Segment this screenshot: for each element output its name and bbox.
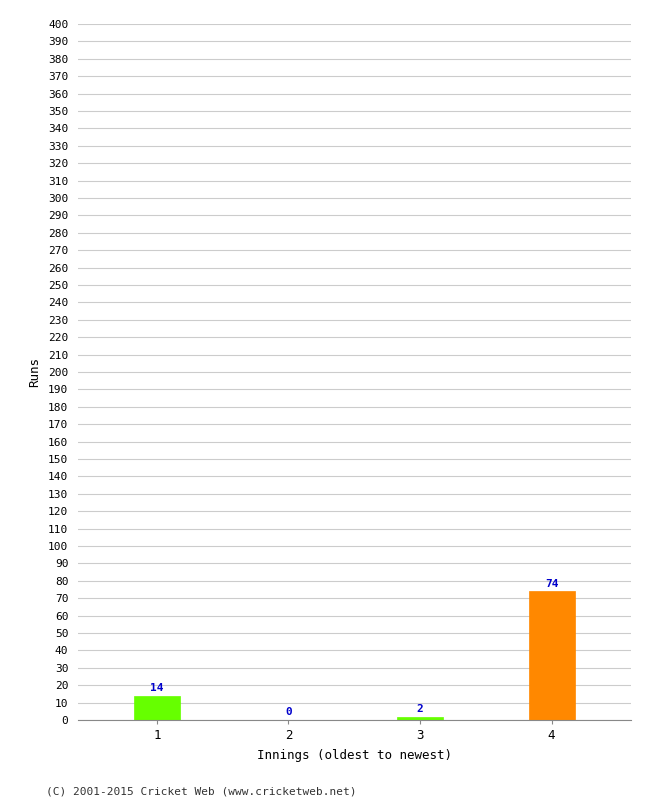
- Bar: [397, 717, 443, 720]
- Text: 14: 14: [150, 683, 164, 693]
- Text: 74: 74: [545, 578, 558, 589]
- Y-axis label: Runs: Runs: [28, 357, 41, 387]
- Text: 0: 0: [285, 707, 292, 718]
- Text: 2: 2: [417, 704, 423, 714]
- X-axis label: Innings (oldest to newest): Innings (oldest to newest): [257, 749, 452, 762]
- Bar: [528, 591, 575, 720]
- Bar: [134, 696, 180, 720]
- Text: (C) 2001-2015 Cricket Web (www.cricketweb.net): (C) 2001-2015 Cricket Web (www.cricketwe…: [46, 786, 356, 796]
